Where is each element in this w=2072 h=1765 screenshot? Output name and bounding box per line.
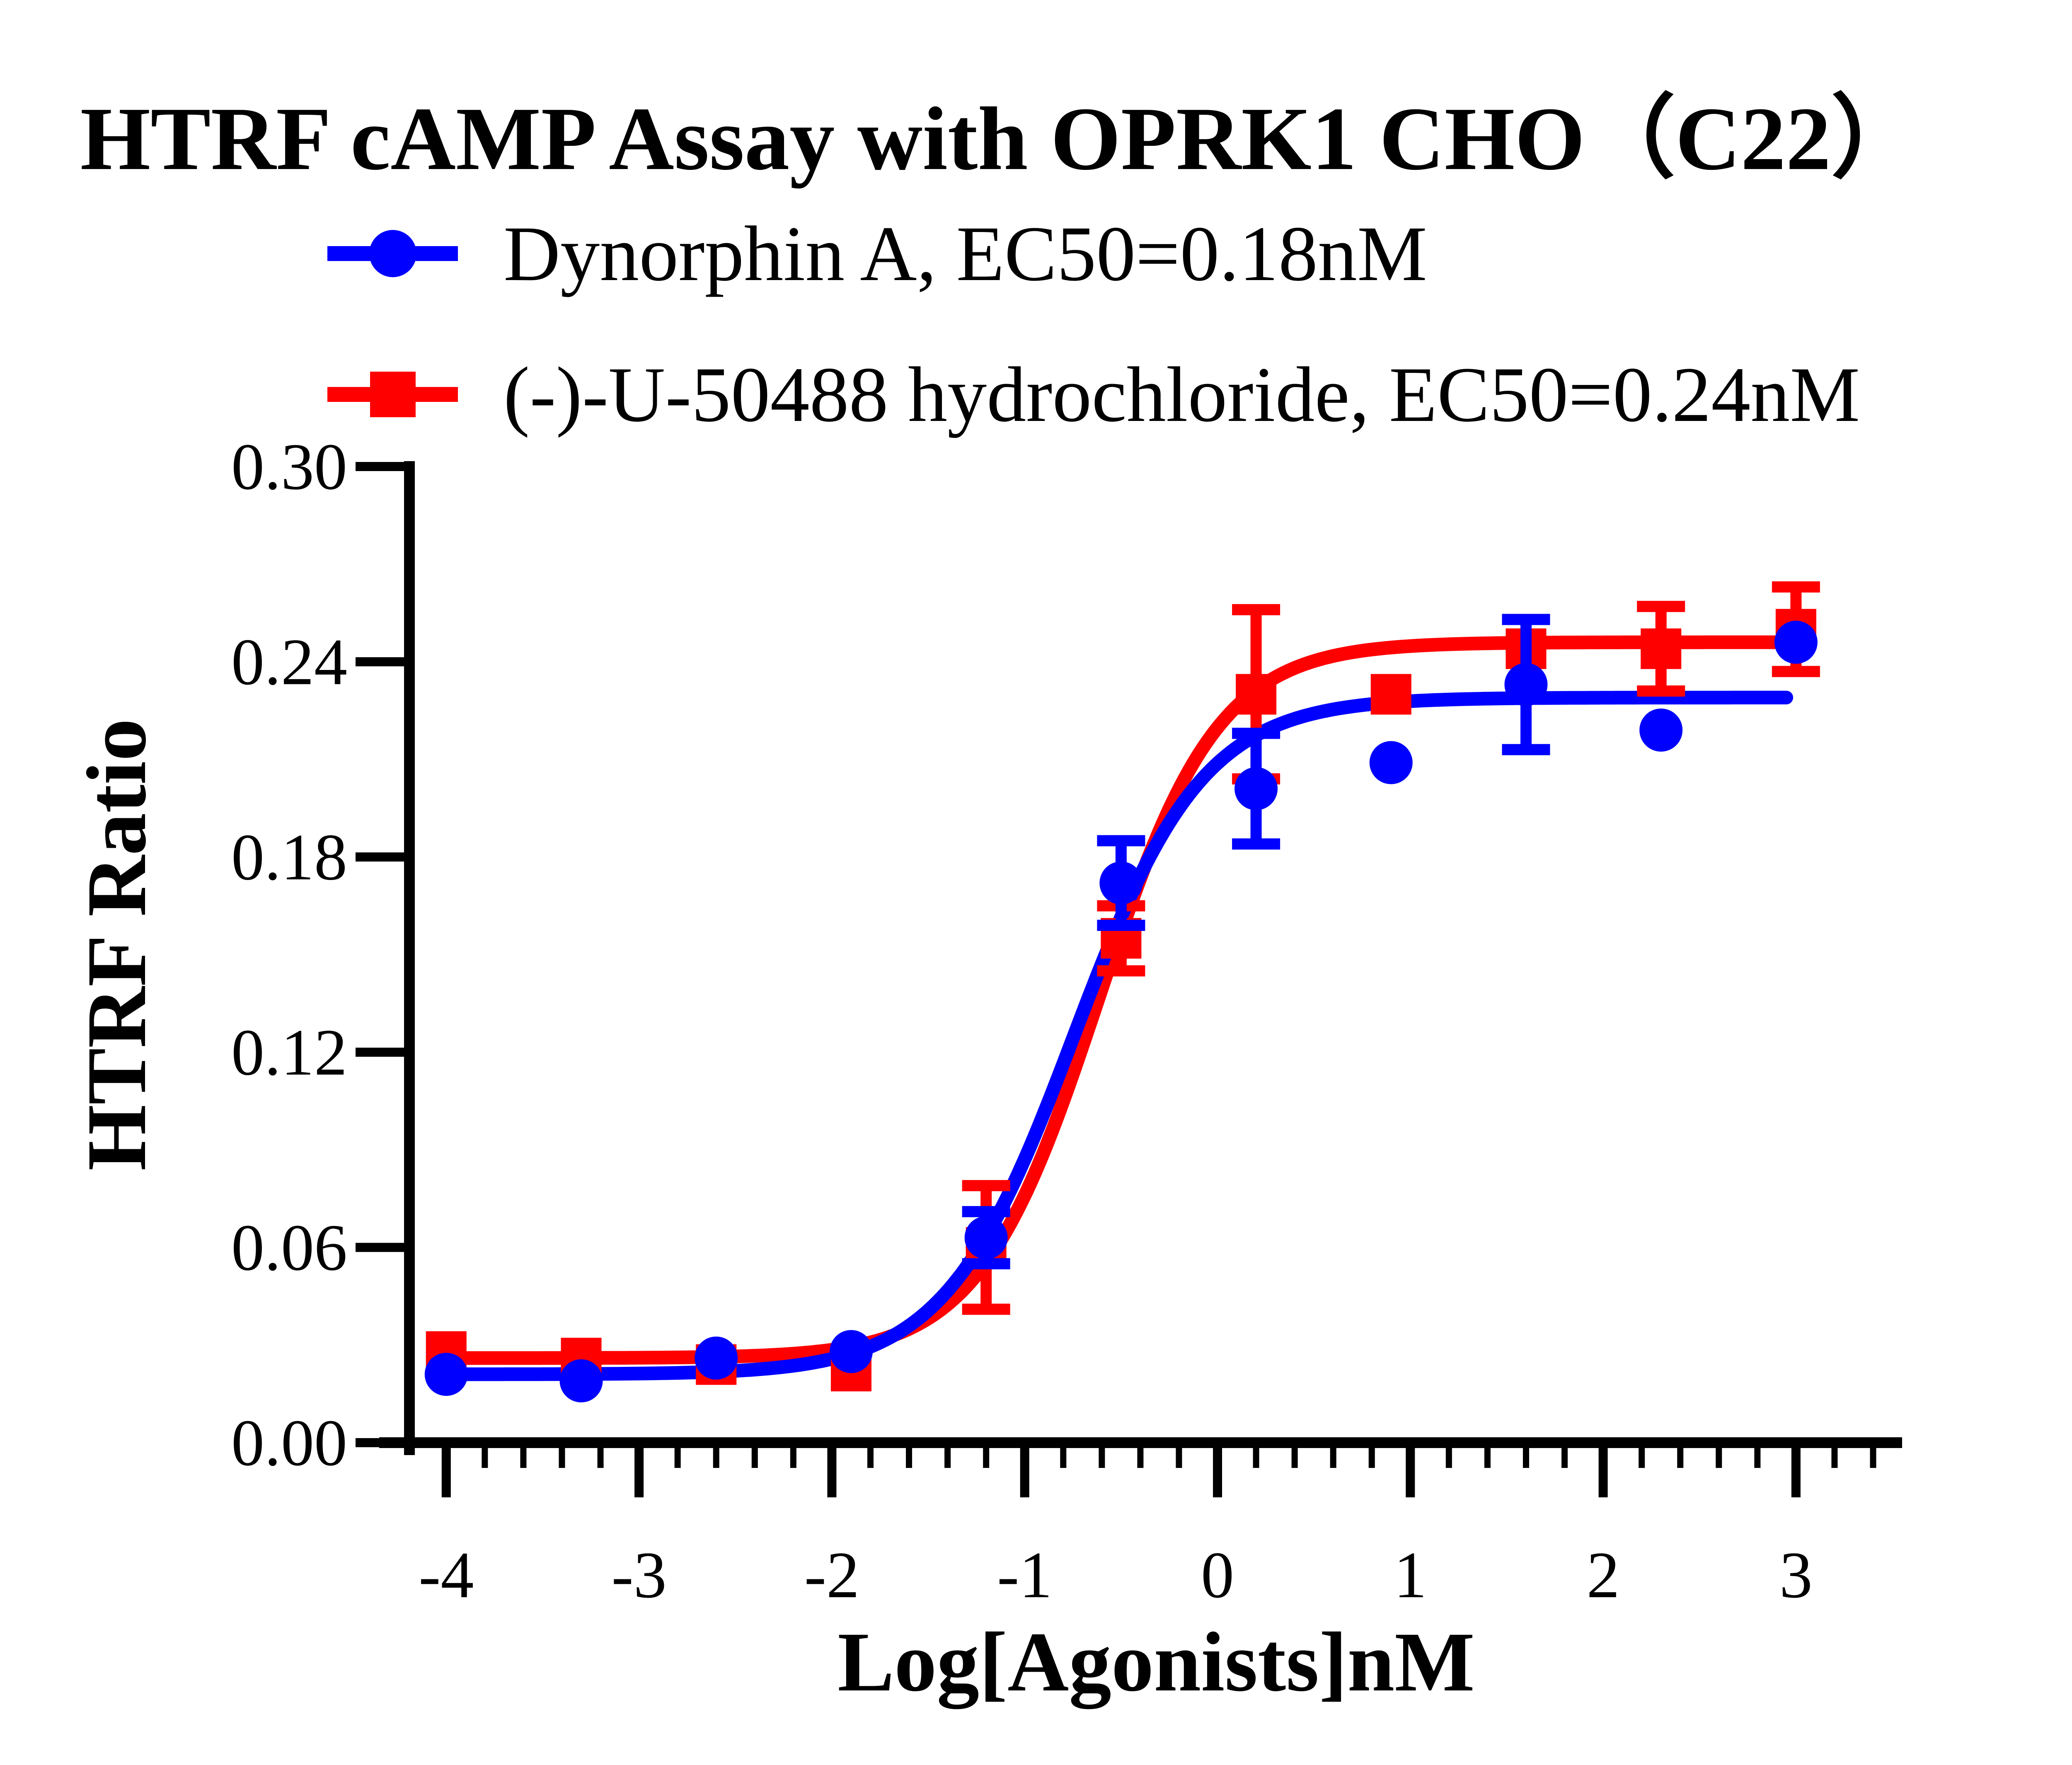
chart-title: HTRF cAMP Assay with OPRK1 CHO（C22） [80, 89, 1922, 189]
legend-item-u50488: (-)-U-50488 hydrochloride, EC50=0.24nM [327, 351, 1860, 438]
y-tick-label: 0.06 [231, 1211, 347, 1284]
data-points [424, 581, 1820, 1402]
y-tick-label: 0.30 [231, 430, 347, 503]
x-tick-label: -1 [997, 1538, 1052, 1612]
data-point-marker-circle [1234, 767, 1278, 810]
x-tick-label: 1 [1394, 1538, 1427, 1612]
data-point-marker-circle [829, 1330, 873, 1373]
x-tick-label: 2 [1587, 1538, 1620, 1612]
legend-item-dynorphin: Dynorphin A, EC50=0.18nM [327, 210, 1427, 297]
axis-lines [379, 461, 1902, 1455]
y-tick-label: 0.18 [231, 820, 347, 894]
legend: Dynorphin A, EC50=0.18nM (-)-U-50488 hyd… [327, 210, 1860, 438]
legend-square-marker-icon [370, 372, 416, 417]
data-point-marker-circle [1504, 663, 1548, 706]
data-point-marker-circle [964, 1216, 1008, 1260]
legend-circle-marker-icon [369, 230, 416, 277]
axis-ticks: -4 -3 -2 -1 0 1 2 3 0.00 0.06 0.12 0.18 0.24 0.30 [231, 430, 1876, 1612]
y-tick-label: 0.24 [231, 625, 347, 699]
fit-curve-u-50488 [430, 635, 1813, 1365]
data-point-marker-circle [1639, 708, 1683, 752]
data-point-marker-square [1370, 674, 1411, 715]
data-point-marker-square [1236, 674, 1277, 715]
data-point-marker-circle [1774, 621, 1818, 664]
x-tick-label: -2 [804, 1538, 859, 1612]
y-axis-title: HTRF Ratio [70, 718, 164, 1170]
y-tick-label: 0.12 [231, 1015, 347, 1089]
x-tick-label: -4 [419, 1538, 474, 1612]
x-tick-label: -3 [611, 1538, 666, 1612]
data-point-marker-circle [1099, 861, 1143, 905]
data-point-marker-circle [424, 1353, 468, 1396]
fit-curves [430, 635, 1813, 1381]
data-point-marker-circle [559, 1359, 603, 1402]
x-axis-title: Log[Agonists]nM [838, 1615, 1475, 1709]
y-tick-label: 0.00 [231, 1406, 347, 1480]
legend-label-dynorphin: Dynorphin A, EC50=0.18nM [503, 210, 1427, 297]
legend-label-u50488: (-)-U-50488 hydrochloride, EC50=0.24nM [503, 351, 1860, 438]
data-point-marker-circle [695, 1336, 738, 1380]
x-tick-label: 0 [1201, 1538, 1234, 1612]
data-point-marker-circle [1369, 741, 1413, 784]
data-point-marker-square [1641, 628, 1682, 669]
x-tick-label: 3 [1779, 1538, 1813, 1612]
fit-curve-dynorphin-a [430, 691, 1794, 1381]
